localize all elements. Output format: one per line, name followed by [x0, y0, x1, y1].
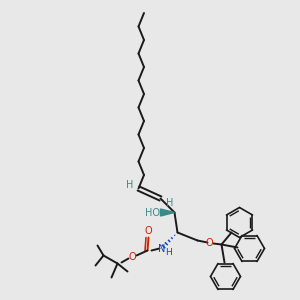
Text: H: H [166, 197, 173, 208]
Text: H: H [126, 179, 133, 190]
Text: O: O [206, 238, 213, 248]
Text: O: O [129, 251, 136, 262]
Text: O: O [145, 226, 152, 236]
Text: N: N [158, 244, 165, 254]
Text: H: H [165, 248, 172, 257]
Polygon shape [160, 209, 175, 216]
Text: HO: HO [145, 208, 160, 218]
